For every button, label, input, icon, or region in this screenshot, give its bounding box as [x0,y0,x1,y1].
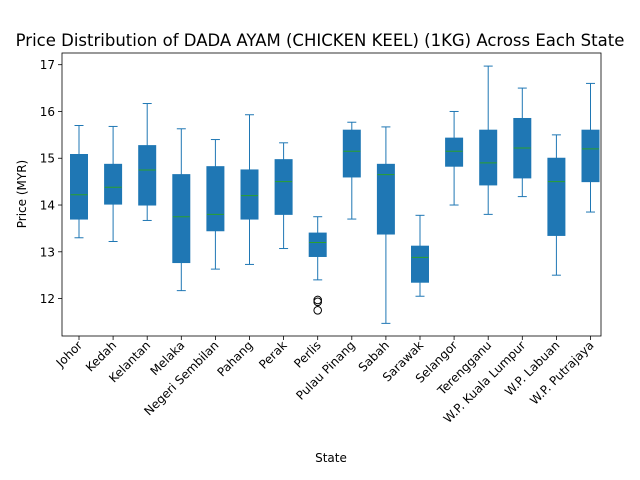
box-group [240,114,259,265]
iqr-box [342,129,361,178]
outlier-point [313,295,323,305]
y-axis: 12 13 14 15 16 17 [40,58,62,306]
iqr-box [411,245,429,283]
plot-area [70,65,600,324]
iqr-box [104,163,123,205]
iqr-box [445,137,464,167]
box-group [547,134,566,276]
iqr-box [308,232,327,257]
box-group [206,139,225,270]
outlier-point [313,297,323,307]
y-tick-label: 15 [40,152,55,166]
box-group [513,87,532,198]
iqr-box [479,129,498,186]
box-group [342,121,361,220]
box-group [308,216,327,315]
y-tick-label: 16 [40,105,55,119]
box-group [479,65,498,215]
box-group [445,110,464,206]
chart-title: Price Distribution of DADA AYAM (CHICKEN… [16,31,625,50]
iqr-box [138,145,157,206]
iqr-box [206,166,225,232]
x-tick-label: Johor [53,338,85,370]
y-tick-label: 14 [40,199,55,213]
x-tick-label: Perlis [291,338,324,371]
iqr-box [547,157,566,236]
iqr-box [172,174,191,264]
box-group [172,128,191,292]
outlier-point [313,305,323,315]
x-tick-label: Pahang [214,338,255,379]
y-tick-label: 13 [40,245,55,259]
iqr-box [240,169,259,220]
x-axis-label: State [315,451,347,465]
plot-frame [61,52,602,337]
y-axis-label: Price (MYR) [15,160,29,228]
box-group [376,126,395,324]
box-group [104,125,123,243]
iqr-box [274,159,293,215]
box-group [70,125,88,239]
y-tick-label: 17 [40,58,55,72]
iqr-box [376,163,395,235]
box-group [138,103,157,221]
y-tick-label: 12 [40,292,55,306]
iqr-box [70,154,88,220]
iqr-box [581,129,600,183]
box-group [411,214,429,297]
box-group [581,82,600,213]
x-tick-label: Perak [256,338,290,372]
box-group [274,142,293,250]
